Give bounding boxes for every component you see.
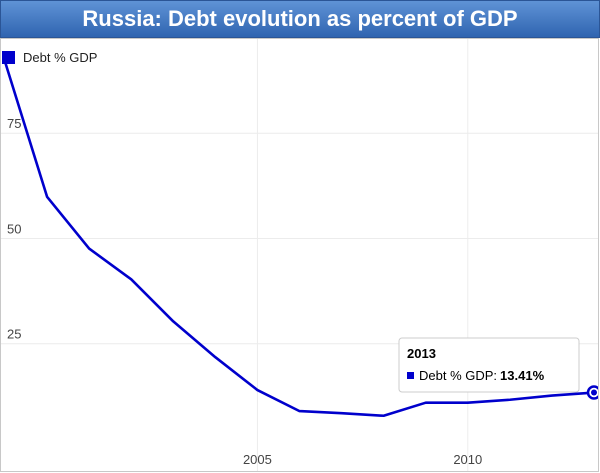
data-point-highlight-dot	[591, 389, 597, 396]
data-point[interactable]	[339, 410, 345, 416]
data-point[interactable]	[465, 400, 471, 406]
x-tick-label: 2010	[453, 452, 482, 467]
data-point[interactable]	[297, 408, 303, 414]
tooltip-swatch	[407, 372, 414, 379]
tooltip-label: Debt % GDP:	[419, 368, 497, 383]
data-point[interactable]	[212, 354, 218, 360]
y-tick-label: 50	[7, 221, 21, 236]
data-point[interactable]	[381, 413, 387, 419]
tooltip-box	[398, 337, 580, 393]
tooltip-title: 2013	[407, 346, 436, 361]
data-point[interactable]	[254, 387, 260, 393]
x-tick-label: 2005	[243, 452, 272, 467]
chart-canvas: 25 50 75 2005 2010 Debt % GDP 2013 Debt % GD…	[1, 39, 598, 471]
y-tick-label: 75	[7, 116, 21, 131]
data-point[interactable]	[507, 397, 513, 403]
tooltip-value: 13.41%	[500, 368, 545, 383]
chart-area[interactable]: 25 50 75 2005 2010 Debt % GDP 2013 Debt % GD…	[0, 38, 599, 472]
series-line-debt-gdp[interactable]	[3, 61, 595, 418]
data-point[interactable]	[170, 318, 176, 324]
data-point[interactable]	[86, 246, 92, 252]
y-tick-label: 25	[7, 327, 21, 342]
data-point[interactable]	[128, 276, 134, 282]
legend-swatch	[2, 51, 15, 64]
data-point[interactable]	[549, 393, 555, 399]
legend-label: Debt % GDP	[23, 50, 97, 65]
data-point[interactable]	[44, 194, 50, 200]
data-point[interactable]	[423, 400, 429, 406]
chart-title: Russia: Debt evolution as percent of GDP	[0, 0, 600, 38]
